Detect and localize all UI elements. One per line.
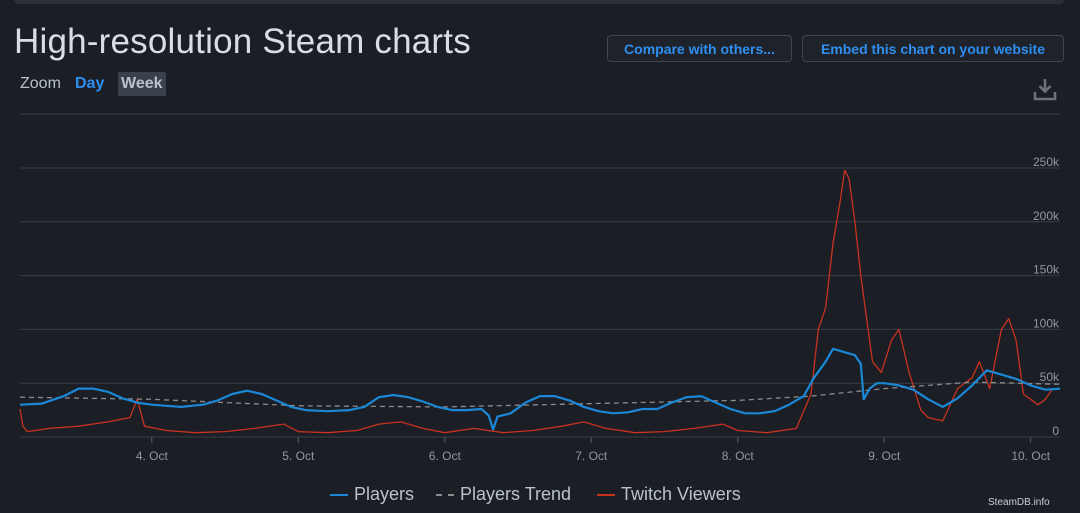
chart-series	[19, 169, 1061, 434]
legend-twitch-viewers[interactable]: Twitch Viewers	[597, 484, 741, 505]
embed-button[interactable]: Embed this chart on your website	[802, 35, 1064, 62]
legend-players-trend[interactable]: Players Trend	[436, 484, 571, 505]
credit-text: SteamDB.info	[988, 497, 1050, 508]
y-tick-label: 100k	[1033, 316, 1060, 330]
page-title: High-resolution Steam charts	[14, 22, 471, 61]
chart-grid	[20, 113, 1060, 438]
y-tick-label: 250k	[1033, 155, 1060, 169]
x-tick-label: 10. Oct	[1011, 449, 1050, 463]
zoom-week-button[interactable]: Week	[118, 72, 166, 96]
x-tick-label: 5. Oct	[282, 449, 315, 463]
y-tick-label: 50k	[1040, 370, 1060, 384]
legend-players-trend-label: Players Trend	[460, 484, 572, 504]
players-trend-series-line	[19, 381, 1061, 408]
x-tick-label: 8. Oct	[722, 449, 755, 463]
x-axis-ticks: 4. Oct 5. Oct 6. Oct 7. Oct 8. Oct 9. Oct 10. …	[136, 437, 1051, 463]
download-icon[interactable]	[1033, 77, 1057, 101]
twitch-viewers-series-line	[19, 169, 1060, 434]
top-strip	[14, 0, 1064, 4]
compare-button[interactable]: Compare with others...	[607, 35, 792, 62]
y-tick-label: 0	[1052, 424, 1059, 438]
x-tick-label: 7. Oct	[575, 449, 608, 463]
zoom-controls: Zoom Day Week	[20, 72, 166, 96]
x-tick-label: 4. Oct	[136, 449, 169, 463]
legend-players[interactable]: Players	[330, 484, 414, 505]
zoom-label: Zoom	[20, 75, 61, 92]
legend: Players Players Trend Twitch Viewers	[0, 484, 1080, 506]
players-series-line	[19, 347, 1061, 431]
legend-twitch-viewers-label: Twitch Viewers	[621, 484, 741, 504]
x-tick-label: 6. Oct	[429, 449, 462, 463]
x-tick-label: 9. Oct	[868, 449, 901, 463]
zoom-day-button[interactable]: Day	[75, 75, 105, 92]
y-tick-label: 150k	[1033, 263, 1060, 277]
legend-players-label: Players	[354, 484, 415, 504]
y-axis-ticks: 0 50k 100k 150k 200k 250k	[1033, 155, 1060, 438]
y-tick-label: 200k	[1033, 209, 1060, 223]
